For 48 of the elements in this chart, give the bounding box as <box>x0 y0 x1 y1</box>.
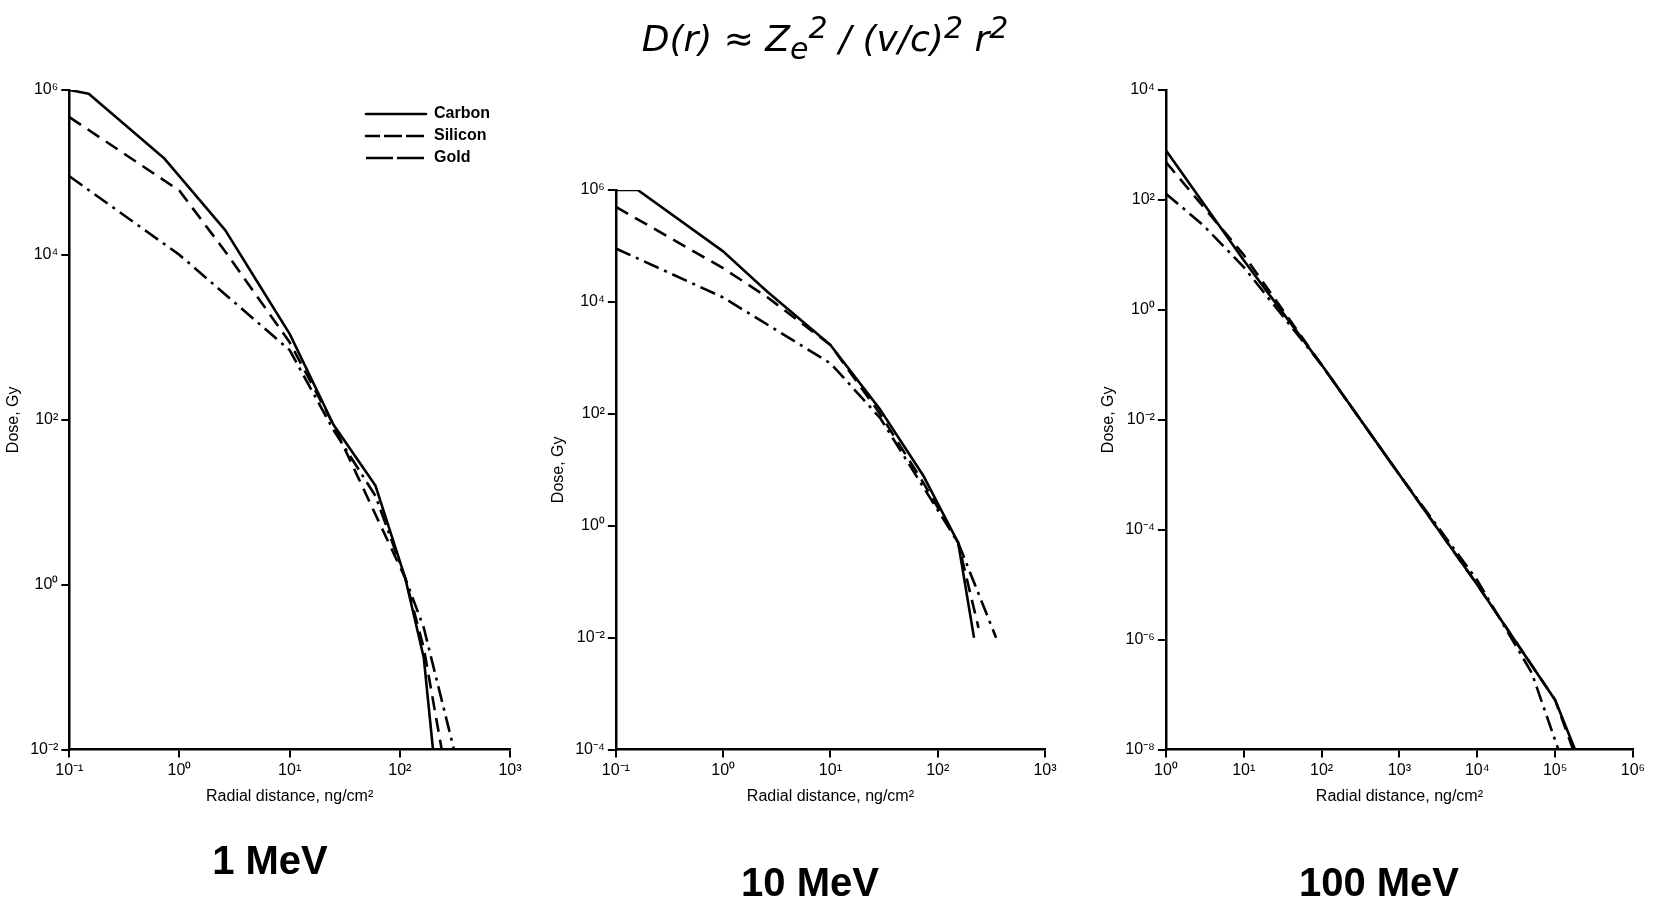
legend-label: Silicon <box>434 126 487 144</box>
y-tick-label: 10⁴ <box>1130 80 1155 98</box>
x-tick-label: 10⁰ <box>1153 760 1178 778</box>
x-tick-label: 10⁰ <box>167 760 192 778</box>
x-tick-label: 10³ <box>498 760 523 778</box>
y-tick-label: 10⁰ <box>1131 300 1155 318</box>
x-tick-label: 10³ <box>1387 760 1412 778</box>
y-tick-label: 10² <box>1131 190 1156 208</box>
x-tick-label: 10² <box>1310 760 1334 778</box>
y-axis-title: Dose, Gy <box>4 386 22 454</box>
text: D(r) ≈ Z$_{e}$$^{2}$ / (v/c)$^{2}$ r$^{2}$ <box>640 10 1010 67</box>
text: 1 MeV <box>211 838 329 882</box>
x-tick-label: 10¹ <box>1232 760 1256 778</box>
x-axis-title: Radial distance, ng/cm² <box>1315 786 1484 804</box>
x-tick-label: 10² <box>388 760 413 778</box>
y-tick-label: 10⁴ <box>580 292 605 310</box>
x-tick-label: 10¹ <box>818 760 842 778</box>
x-axis-title: Radial distance, ng/cm² <box>746 786 915 804</box>
y-tick-label: 10⁻⁴ <box>1125 520 1155 538</box>
y-tick-label: 10⁶ <box>580 180 605 198</box>
y-tick-label: 10⁰ <box>581 516 605 534</box>
x-tick-label: 10¹ <box>278 760 302 778</box>
x-tick-label: 10³ <box>1033 760 1058 778</box>
text: 10 MeV <box>740 860 880 904</box>
y-tick-label: 10⁻⁸ <box>1125 740 1155 758</box>
y-tick-label: 10⁻⁶ <box>1125 630 1155 648</box>
text: 100 MeV <box>1297 860 1461 904</box>
legend-label: Carbon <box>434 104 490 122</box>
y-axis-title: Dose, Gy <box>1099 386 1117 454</box>
x-tick-label: 10² <box>926 760 950 778</box>
x-tick-label: 10⁴ <box>1464 760 1490 778</box>
y-tick-label: 10⁻² <box>1126 410 1156 428</box>
x-tick-label: 10⁶ <box>1620 760 1646 778</box>
x-tick-label: 10⁰ <box>711 760 736 778</box>
y-tick-label: 10⁰ <box>34 575 59 593</box>
x-axis-title: Radial distance, ng/cm² <box>206 786 374 804</box>
y-tick-label: 10⁻⁴ <box>575 740 605 758</box>
y-tick-label: 10² <box>35 410 59 428</box>
y-tick-label: 10⁴ <box>33 245 59 263</box>
y-tick-label: 10⁻² <box>576 628 606 646</box>
y-tick-label: 10² <box>581 404 606 422</box>
y-axis-title: Dose, Gy <box>549 436 567 504</box>
x-tick-label: 10⁻¹ <box>601 760 630 778</box>
x-tick-label: 10⁵ <box>1542 760 1568 778</box>
x-tick-label: 10⁻¹ <box>55 760 84 778</box>
legend-label: Gold <box>434 148 471 166</box>
y-tick-label: 10⁻² <box>30 740 59 758</box>
y-tick-label: 10⁶ <box>33 80 59 98</box>
